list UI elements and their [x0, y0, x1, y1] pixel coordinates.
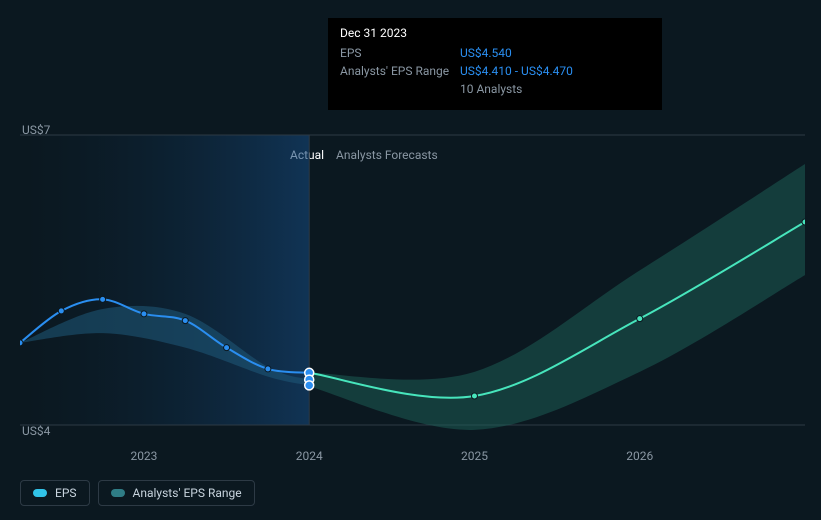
x-axis-tick: 2024 [296, 449, 323, 463]
legend-label: Analysts' EPS Range [133, 486, 242, 500]
x-axis: 2023 2024 2025 2026 [20, 449, 805, 469]
tooltip-row-label: Analysts' EPS Range [340, 62, 460, 80]
legend-swatch-icon [33, 489, 47, 497]
chart-svg [20, 125, 805, 435]
tooltip-table: EPS US$4.540 Analysts' EPS Range US$4.41… [340, 44, 650, 98]
legend: EPS Analysts' EPS Range [20, 480, 255, 506]
tooltip-row-value: US$4.540 [460, 44, 650, 62]
tooltip-date: Dec 31 2023 [340, 26, 650, 40]
legend-item-eps[interactable]: EPS [20, 480, 90, 506]
x-axis-tick: 2025 [461, 449, 488, 463]
tooltip-row-value: US$4.410 - US$4.470 [460, 62, 650, 80]
chart-tooltip: Dec 31 2023 EPS US$4.540 Analysts' EPS R… [328, 18, 662, 110]
tooltip-row-value: 10 Analysts [460, 80, 650, 98]
legend-item-range[interactable]: Analysts' EPS Range [98, 480, 255, 506]
legend-swatch-icon [111, 489, 125, 497]
legend-label: EPS [55, 486, 77, 500]
tooltip-row-label [340, 80, 460, 98]
tooltip-row-label: EPS [340, 44, 460, 62]
x-axis-tick: 2023 [130, 449, 157, 463]
eps-forecast-chart[interactable] [20, 125, 805, 435]
x-axis-tick: 2026 [626, 449, 653, 463]
